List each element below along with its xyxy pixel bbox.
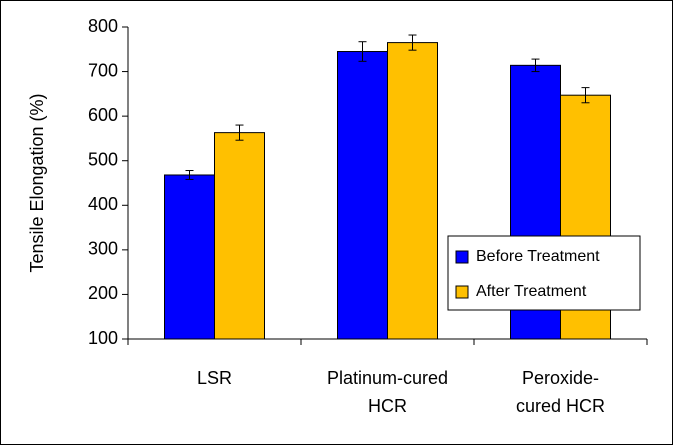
y-tick-label: 200 [88,283,118,303]
y-tick-label: 500 [88,149,118,169]
error-bar [235,124,244,141]
bar [214,132,265,340]
error-bar [185,170,194,180]
error-bar [408,34,417,51]
x-tick-label: HCR [368,396,407,416]
legend-swatch [455,285,469,299]
y-tick-label: 700 [88,60,118,80]
error-bar [581,87,590,104]
legend-label: After Treatment [476,283,587,300]
y-tick-label: 400 [88,194,118,214]
y-axis-label: Tensile Elongation (%) [27,93,47,272]
bar [387,42,438,340]
legend-swatch [455,250,469,264]
y-tick-label: 300 [88,239,118,259]
x-tick-label: LSR [197,368,232,388]
y-tick-label: 600 [88,105,118,125]
y-tick-label: 100 [88,328,118,348]
error-bar [531,58,540,73]
bar [164,174,215,340]
y-tick-label: 800 [88,16,118,36]
error-bar [358,41,367,62]
x-tick-label: Peroxide- [522,368,599,388]
bar [337,51,388,340]
legend-box [447,235,641,311]
x-tick-label: Platinum-cured [327,368,448,388]
x-tick-label: cured HCR [516,396,605,416]
legend-label: Before Treatment [476,248,600,265]
